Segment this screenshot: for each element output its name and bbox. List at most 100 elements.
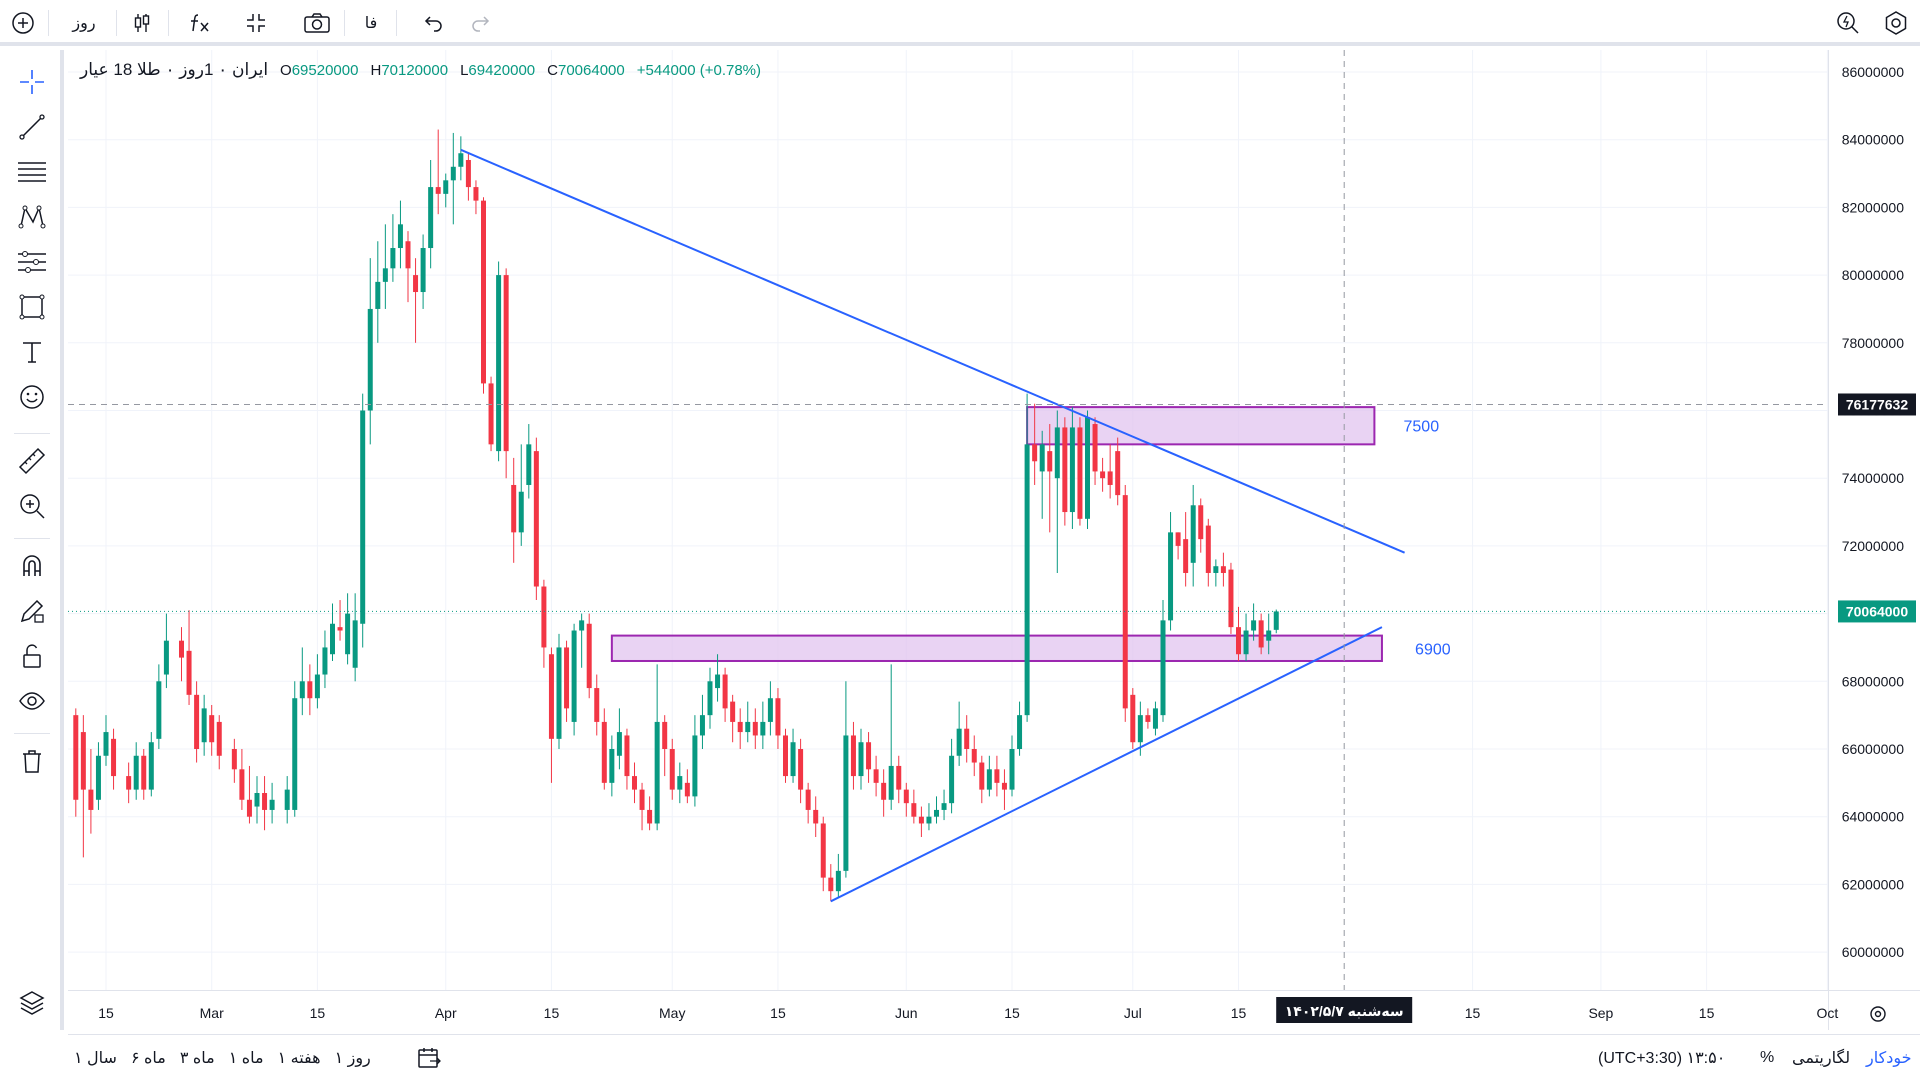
time-tick-label: 15 bbox=[1231, 1005, 1247, 1021]
time-tick-label: 15 bbox=[98, 1005, 114, 1021]
candle-body bbox=[798, 749, 804, 790]
candle-body bbox=[1152, 708, 1158, 729]
candle-body bbox=[465, 160, 471, 188]
text-tool[interactable] bbox=[12, 334, 52, 370]
candle bbox=[798, 738, 804, 804]
magnet-tool[interactable] bbox=[12, 548, 52, 584]
fib-tool[interactable] bbox=[12, 154, 52, 190]
candle-body bbox=[262, 793, 268, 810]
candle bbox=[609, 735, 615, 797]
quick-search-button[interactable] bbox=[1832, 8, 1864, 38]
zoom-in-icon bbox=[20, 494, 45, 519]
shape-tool[interactable] bbox=[12, 289, 52, 325]
zones: 7500 6900 bbox=[610, 406, 1451, 662]
date-range-button[interactable] bbox=[416, 1035, 442, 1081]
range-button[interactable]: ماه ۳ bbox=[179, 1050, 215, 1067]
chart-area[interactable]: 7500 6900 86000000 84000000 82000000 8000000… bbox=[68, 50, 1920, 1030]
pattern-icon bbox=[18, 205, 46, 229]
language-button[interactable]: فا bbox=[364, 15, 378, 32]
crosshair-tool[interactable] bbox=[12, 64, 52, 100]
candle-body bbox=[986, 769, 992, 790]
time-tick-label: 15 bbox=[544, 1005, 560, 1021]
candle-body bbox=[964, 728, 970, 749]
candle-body bbox=[858, 742, 864, 777]
candle bbox=[707, 667, 713, 729]
zoom-tool[interactable] bbox=[12, 488, 52, 524]
indicators-button[interactable] bbox=[184, 8, 216, 38]
time-tick-label: 15 bbox=[1004, 1005, 1020, 1021]
chart-type-button[interactable] bbox=[126, 8, 158, 38]
pattern-tool[interactable] bbox=[12, 199, 52, 235]
range-button[interactable]: هفته ۱ bbox=[277, 1050, 321, 1067]
candle bbox=[481, 197, 486, 394]
candle-body bbox=[413, 275, 419, 293]
price-chart[interactable]: 7500 6900 86000000 84000000 82000000 8000000… bbox=[68, 50, 1920, 1030]
price-axis[interactable]: 86000000 84000000 82000000 80000000 78000000… bbox=[1828, 50, 1917, 1030]
object-tree-button[interactable] bbox=[12, 985, 52, 1021]
range-button[interactable]: ماه ۱ bbox=[228, 1050, 264, 1067]
ohlc-open-label: O bbox=[280, 61, 292, 79]
candle bbox=[1175, 532, 1181, 560]
candle bbox=[647, 796, 653, 831]
prediction-tool[interactable] bbox=[12, 244, 52, 280]
stay-drawing-tool[interactable] bbox=[12, 593, 52, 629]
remove-drawings-tool[interactable] bbox=[12, 743, 52, 779]
candle-body bbox=[647, 809, 653, 824]
candle-body bbox=[1258, 620, 1264, 648]
log-toggle[interactable]: لگاریتمی bbox=[1792, 1050, 1851, 1067]
add-symbol-button[interactable] bbox=[8, 8, 38, 38]
redo-button[interactable] bbox=[466, 8, 496, 38]
candle-body bbox=[632, 776, 637, 790]
candle-body bbox=[428, 187, 434, 249]
measure-tool[interactable] bbox=[12, 443, 52, 479]
range-button[interactable]: روز ۱ bbox=[334, 1050, 371, 1067]
symbol-title[interactable]: ایران ۰ 1روز ۰ طلا 18 عیار bbox=[80, 60, 269, 79]
price-tick-label: 60000000 bbox=[1842, 944, 1905, 960]
price-tick-label: 72000000 bbox=[1842, 538, 1905, 554]
percent-toggle[interactable]: % bbox=[1760, 1049, 1775, 1066]
candle-body bbox=[375, 281, 381, 309]
candle bbox=[397, 200, 403, 269]
candle bbox=[1024, 393, 1030, 722]
candle bbox=[299, 647, 305, 716]
time-axis[interactable]: 15 Mar 15 Apr 15 May 15 Jun 15 Jul 15 15 Sep 15 Oct سه‌… bbox=[68, 990, 1920, 1024]
candle-body bbox=[911, 803, 917, 817]
interval-button[interactable]: روز bbox=[72, 15, 96, 32]
hide-drawings-tool[interactable] bbox=[12, 683, 52, 719]
candle-body bbox=[1122, 495, 1128, 709]
candle bbox=[903, 782, 909, 817]
range-button[interactable]: ماه ۶ bbox=[130, 1050, 166, 1067]
snapshot-button[interactable] bbox=[300, 8, 334, 38]
rectangle-icon bbox=[19, 294, 45, 320]
candle-body bbox=[730, 701, 736, 722]
candle-body bbox=[292, 698, 298, 810]
candle-body bbox=[1069, 427, 1075, 513]
candle-body bbox=[752, 721, 758, 736]
candle bbox=[254, 776, 260, 824]
candle bbox=[790, 728, 796, 783]
candle bbox=[526, 424, 532, 499]
candle bbox=[594, 674, 600, 736]
candle-body bbox=[103, 732, 109, 756]
trendline-tool[interactable] bbox=[12, 109, 52, 145]
crosshair-date-badge bbox=[1276, 997, 1413, 1023]
candle-body bbox=[1047, 451, 1053, 472]
lock-drawings-tool[interactable] bbox=[12, 638, 52, 674]
undo-button[interactable] bbox=[418, 8, 448, 38]
timezone-button[interactable]: (UTC+3:30) ۱۳:۵۰ bbox=[1598, 1050, 1726, 1067]
candle-body bbox=[541, 586, 547, 648]
candle bbox=[654, 664, 660, 831]
auto-toggle[interactable]: خودکار bbox=[1866, 1050, 1912, 1067]
fullscreen-button[interactable] bbox=[240, 8, 272, 38]
emoji-tool[interactable] bbox=[12, 379, 52, 415]
time-tick-label: Apr bbox=[435, 1005, 457, 1021]
range-button[interactable]: سال ۱ bbox=[74, 1050, 117, 1067]
range-buttons: سال ۱ ماه ۶ ماه ۳ ماه ۱ هفته ۱ روز ۱ bbox=[74, 1035, 371, 1081]
settings-button[interactable] bbox=[1880, 8, 1912, 38]
candle-body bbox=[269, 799, 275, 810]
candle bbox=[896, 755, 902, 804]
candle bbox=[201, 694, 207, 756]
candle-body bbox=[684, 782, 690, 797]
candle-body bbox=[179, 640, 184, 658]
candle-body bbox=[843, 735, 849, 871]
